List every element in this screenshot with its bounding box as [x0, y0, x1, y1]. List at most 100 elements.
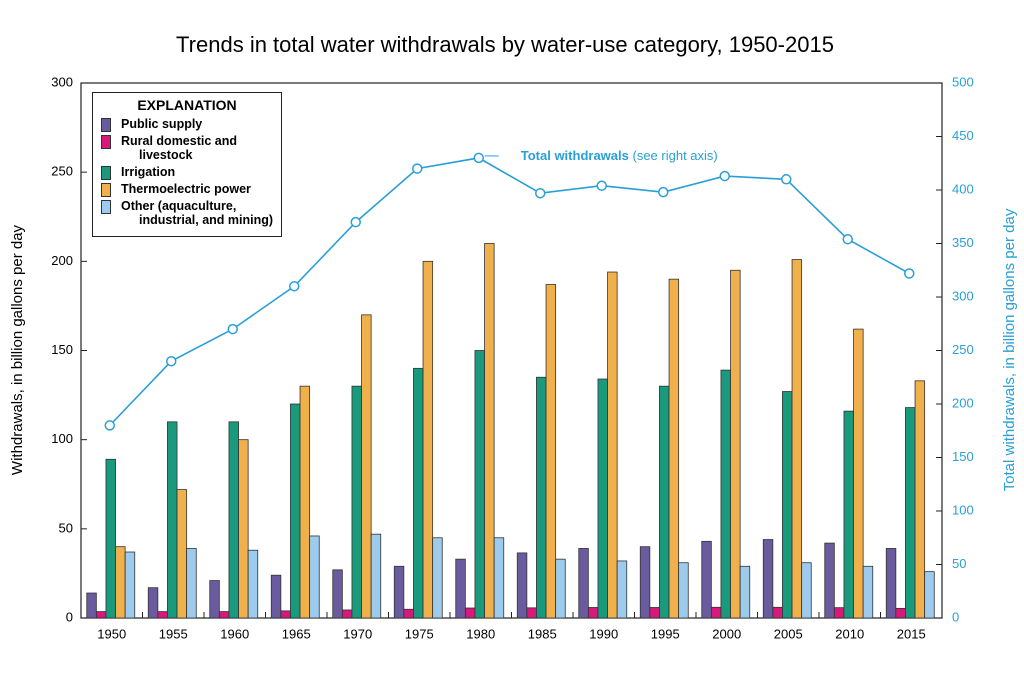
y2-tick-label: 100	[952, 502, 974, 517]
bar	[281, 611, 291, 618]
bar	[679, 563, 689, 618]
bar	[659, 386, 669, 618]
total-point	[597, 181, 606, 190]
x-tick-label: 1965	[282, 626, 311, 641]
total-point	[105, 421, 114, 430]
x-tick-label: 1970	[343, 626, 372, 641]
x-tick-label: 1990	[589, 626, 618, 641]
y2-tick-label: 50	[952, 556, 966, 571]
total-point	[536, 189, 545, 198]
bar	[300, 386, 310, 618]
bar	[210, 581, 220, 618]
bar	[423, 261, 433, 618]
bar	[352, 386, 362, 618]
bar	[527, 608, 537, 618]
x-tick-label: 1975	[405, 626, 434, 641]
bar	[702, 541, 712, 618]
bar	[517, 553, 527, 618]
y2-tick-label: 0	[952, 609, 959, 624]
bar	[925, 572, 935, 618]
bar	[598, 379, 608, 618]
bar	[863, 566, 873, 618]
legend-swatch	[101, 135, 111, 149]
legend-swatch	[101, 183, 111, 197]
bar	[394, 566, 404, 618]
bar	[475, 351, 485, 619]
bar	[854, 329, 864, 618]
x-tick-label: 1980	[466, 626, 495, 641]
bar	[106, 459, 116, 618]
y-tick-label: 100	[51, 431, 73, 446]
legend-label: Public supply	[121, 117, 275, 131]
y-tick-label: 50	[59, 520, 73, 535]
bar	[96, 612, 106, 618]
y-tick-label: 250	[51, 164, 73, 179]
bar	[905, 408, 915, 618]
y-axis-label: Withdrawals, in billion gallons per day	[9, 224, 26, 475]
bar	[640, 547, 650, 618]
bar	[711, 607, 721, 618]
bar	[167, 422, 177, 618]
x-tick-label: 2015	[897, 626, 926, 641]
bar	[413, 368, 423, 618]
bar	[721, 370, 731, 618]
chart-title: Trends in total water withdrawals by wat…	[176, 32, 834, 57]
x-tick-label: 1955	[159, 626, 188, 641]
legend-item: Rural domestic and livestock	[99, 134, 275, 162]
x-tick-label: 1995	[651, 626, 680, 641]
total-point	[843, 235, 852, 244]
legend-swatch	[101, 118, 111, 132]
legend-item: Thermoelectric power	[99, 182, 275, 196]
bar	[915, 381, 925, 618]
y2-tick-label: 150	[952, 449, 974, 464]
bar	[556, 559, 566, 618]
y-tick-label: 0	[66, 609, 73, 624]
x-tick-label: 1985	[528, 626, 557, 641]
bar	[187, 548, 197, 618]
y2-tick-label: 400	[952, 181, 974, 196]
y2-tick-label: 500	[952, 74, 974, 89]
bar	[87, 593, 97, 618]
legend-title: EXPLANATION	[99, 97, 275, 113]
y2-tick-label: 300	[952, 288, 974, 303]
bar	[825, 543, 835, 618]
bar	[271, 575, 281, 618]
x-tick-label: 1960	[220, 626, 249, 641]
bar	[546, 285, 556, 618]
bar	[886, 548, 896, 618]
total-point	[905, 269, 914, 278]
x-tick-label: 2010	[835, 626, 864, 641]
y-tick-label: 300	[51, 74, 73, 89]
bar	[763, 540, 773, 618]
x-tick-label: 2005	[774, 626, 803, 641]
bar	[485, 244, 495, 619]
y2-tick-label: 200	[952, 395, 974, 410]
x-tick-label: 1950	[97, 626, 126, 641]
bar	[342, 610, 352, 618]
bar	[456, 559, 466, 618]
annotation-note: (see right axis)	[632, 148, 717, 163]
legend-item: Other (aquaculture, industrial, and mini…	[99, 199, 275, 227]
bar	[310, 536, 320, 618]
legend-label: Other (aquaculture, industrial, and mini…	[121, 199, 275, 227]
annotation: Total withdrawals (see right axis)	[521, 148, 718, 163]
bar	[740, 566, 750, 618]
bar	[834, 608, 844, 618]
bar	[588, 607, 598, 618]
y2-tick-label: 250	[952, 342, 974, 357]
bar	[158, 612, 168, 618]
bar	[362, 315, 372, 618]
legend-label: Rural domestic and livestock	[121, 134, 275, 162]
y-tick-label: 150	[51, 342, 73, 357]
legend-swatch	[101, 200, 111, 214]
legend-label: Irrigation	[121, 165, 275, 179]
bar	[371, 534, 381, 618]
bar	[239, 440, 249, 618]
bar	[896, 608, 906, 618]
bar	[650, 607, 660, 618]
bar	[494, 538, 504, 618]
bar	[433, 538, 443, 618]
legend-label: Thermoelectric power	[121, 182, 275, 196]
y2-tick-label: 350	[952, 235, 974, 250]
